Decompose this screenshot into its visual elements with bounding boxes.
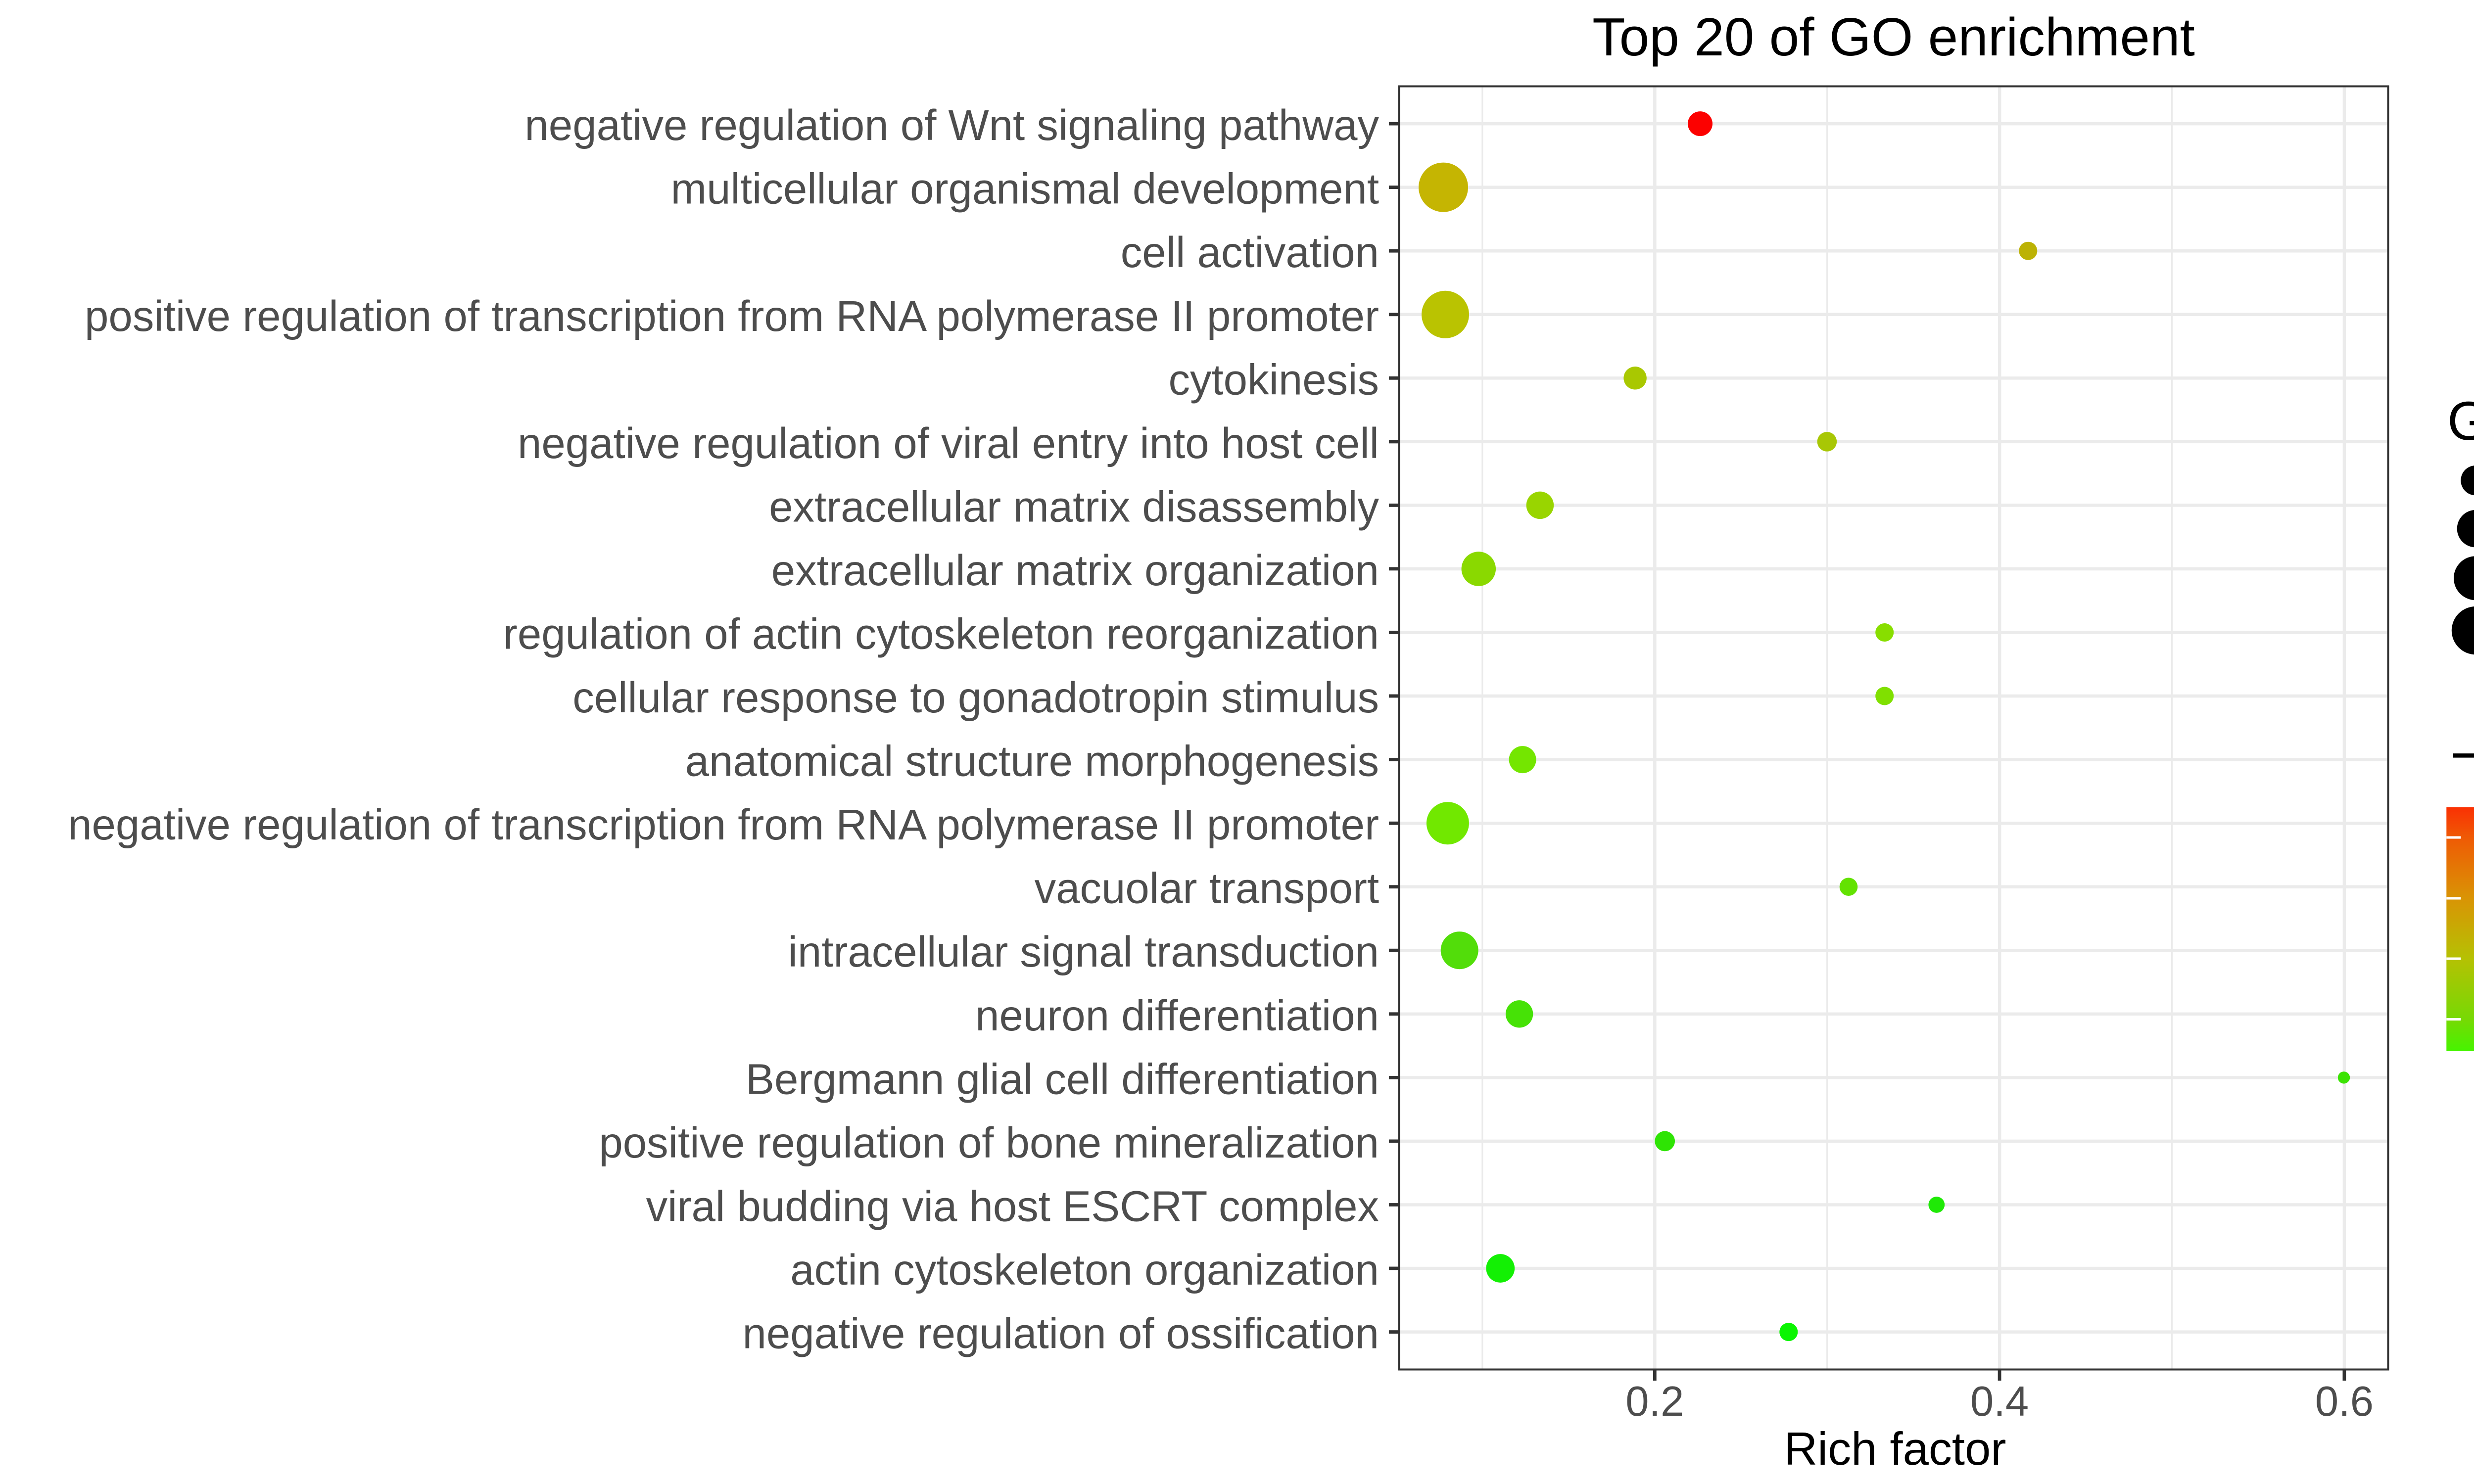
svg-text:multicellular organismal devel: multicellular organismal development (671, 165, 1379, 213)
svg-text:cellular response to gonadotro: cellular response to gonadotropin stimul… (572, 674, 1379, 722)
svg-text:Gene number: Gene number (2447, 391, 2474, 452)
svg-text:negative regulation of ossific: negative regulation of ossification (743, 1310, 1379, 1358)
svg-text:Top 20 of GO enrichment: Top 20 of GO enrichment (1592, 7, 2195, 67)
svg-text:anatomical structure morphogen: anatomical structure morphogenesis (685, 738, 1379, 786)
svg-text:vacuolar transport: vacuolar transport (1035, 865, 1379, 913)
svg-text:negative regulation of transcr: negative regulation of transcription fro… (68, 801, 1379, 849)
svg-text:actin cytoskeleton organizatio: actin cytoskeleton organization (790, 1246, 1379, 1294)
svg-text:0.4: 0.4 (1970, 1378, 2029, 1425)
svg-text:− log10(P − Value): − log10(P − Value) (2450, 722, 2474, 797)
svg-text:negative regulation of Wnt sig: negative regulation of Wnt signaling pat… (524, 101, 1379, 149)
svg-text:neuron differentiation: neuron differentiation (975, 992, 1379, 1040)
svg-text:intracellular signal transduct: intracellular signal transduction (788, 928, 1379, 976)
svg-text:extracellular matrix organizat: extracellular matrix organization (771, 547, 1379, 595)
svg-text:negative regulation of viral e: negative regulation of viral entry into … (518, 419, 1379, 467)
svg-text:Bergmann glial cell differenti: Bergmann glial cell differentiation (746, 1055, 1379, 1103)
svg-text:Rich factor: Rich factor (1784, 1423, 2006, 1475)
svg-text:0.6: 0.6 (2315, 1378, 2374, 1425)
svg-text:extracellular matrix disassemb: extracellular matrix disassembly (769, 483, 1379, 531)
svg-text:0.2: 0.2 (1625, 1378, 1684, 1425)
svg-text:cytokinesis: cytokinesis (1169, 356, 1379, 404)
svg-text:regulation of actin cytoskelet: regulation of actin cytoskeleton reorgan… (503, 610, 1379, 658)
svg-text:positive regulation of transcr: positive regulation of transcription fro… (85, 292, 1379, 340)
svg-text:cell activation: cell activation (1121, 229, 1379, 277)
svg-text:viral budding via host ESCRT c: viral budding via host ESCRT complex (646, 1183, 1379, 1231)
svg-text:positive regulation of bone mi: positive regulation of bone mineralizati… (599, 1119, 1379, 1167)
